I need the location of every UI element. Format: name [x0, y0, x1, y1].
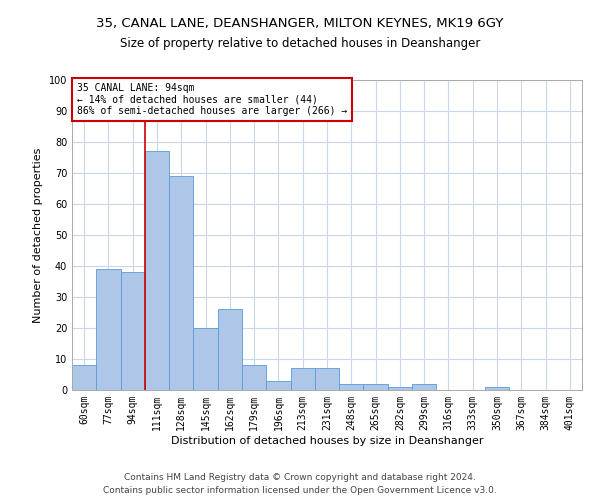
Bar: [193, 328, 218, 390]
Bar: [72, 365, 96, 390]
Text: Size of property relative to detached houses in Deanshanger: Size of property relative to detached ho…: [120, 38, 480, 51]
Text: 35, CANAL LANE, DEANSHANGER, MILTON KEYNES, MK19 6GY: 35, CANAL LANE, DEANSHANGER, MILTON KEYN…: [97, 18, 503, 30]
Bar: [364, 384, 388, 390]
Bar: [388, 387, 412, 390]
X-axis label: Distribution of detached houses by size in Deanshanger: Distribution of detached houses by size …: [171, 436, 483, 446]
Y-axis label: Number of detached properties: Number of detached properties: [33, 148, 43, 322]
Bar: [242, 365, 266, 390]
Bar: [485, 387, 509, 390]
Bar: [315, 368, 339, 390]
Text: Contains HM Land Registry data © Crown copyright and database right 2024.
Contai: Contains HM Land Registry data © Crown c…: [103, 474, 497, 495]
Bar: [145, 152, 169, 390]
Text: 35 CANAL LANE: 94sqm
← 14% of detached houses are smaller (44)
86% of semi-detac: 35 CANAL LANE: 94sqm ← 14% of detached h…: [77, 83, 347, 116]
Bar: [96, 269, 121, 390]
Bar: [169, 176, 193, 390]
Bar: [121, 272, 145, 390]
Bar: [339, 384, 364, 390]
Bar: [290, 368, 315, 390]
Bar: [412, 384, 436, 390]
Bar: [266, 380, 290, 390]
Bar: [218, 310, 242, 390]
